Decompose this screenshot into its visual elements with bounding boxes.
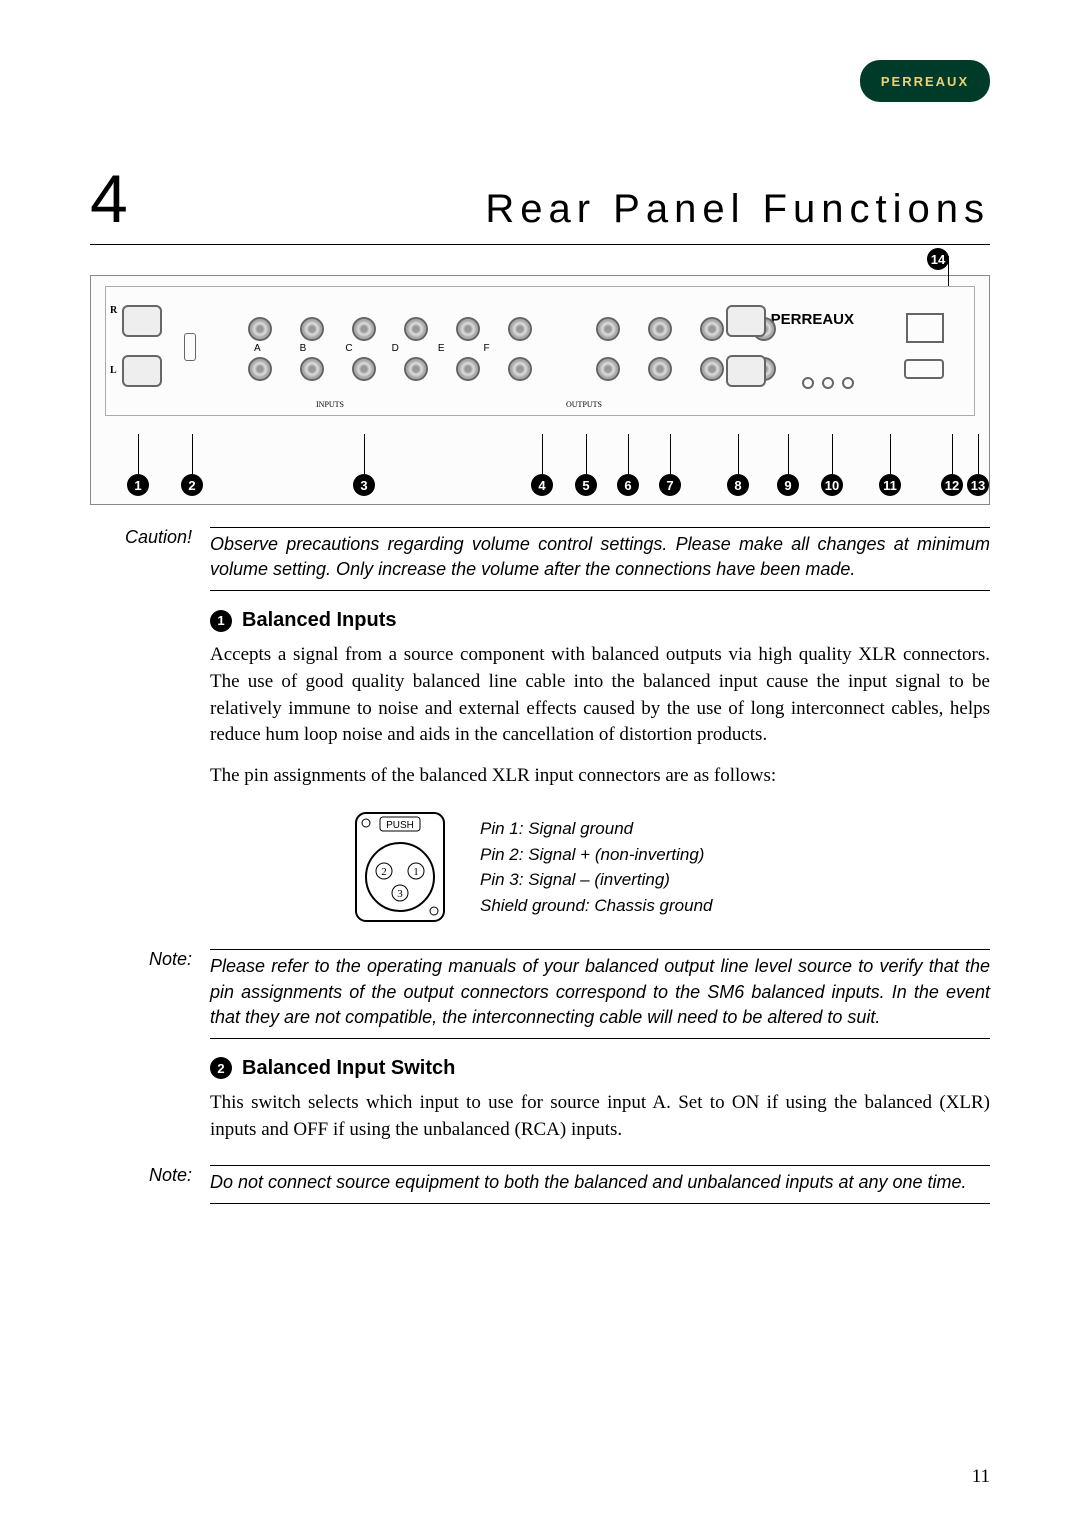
- section-2-heading: 2 Balanced Input Switch: [210, 1057, 990, 1080]
- xlr-pinout-figure: PUSH 1 2 3 Pin 1: Signal ground Pin 2: S…: [350, 807, 990, 927]
- callout-12: 12: [941, 434, 963, 496]
- caution-text: Observe precautions regarding volume con…: [210, 527, 990, 591]
- remote-trigger-jacks: [802, 377, 854, 389]
- callout-14: 14: [927, 248, 949, 270]
- note-1-label: Note:: [90, 949, 210, 1039]
- section-2: 2 Balanced Input Switch This switch sele…: [210, 1057, 990, 1143]
- channel-r-label: R: [110, 305, 117, 316]
- callout-9: 9: [777, 434, 799, 496]
- callout-2: 2: [181, 434, 203, 496]
- caution-block: Caution! Observe precautions regarding v…: [90, 527, 990, 591]
- rear-panel-diagram: 1 4 PERREAUX R L A B C D E F: [90, 275, 990, 505]
- xlr-pin-list: Pin 1: Signal ground Pin 2: Signal + (no…: [480, 816, 712, 918]
- callout-1: 1: [127, 434, 149, 496]
- shield-text: Shield ground: Chassis ground: [480, 893, 712, 919]
- section-1-para-1: Accepts a signal from a source component…: [210, 642, 990, 748]
- pin-2-text: Pin 2: Signal + (non-inverting): [480, 842, 712, 868]
- note-2-text: Do not connect source equipment to both …: [210, 1165, 990, 1204]
- callout-14-line: [948, 256, 949, 286]
- callout-10: 10: [821, 434, 843, 496]
- section-2-para-1: This switch selects which input to use f…: [210, 1090, 990, 1143]
- svg-text:2: 2: [381, 866, 387, 878]
- callout-5: 5: [575, 434, 597, 496]
- page-number: 11: [972, 1466, 990, 1488]
- callout-11: 11: [879, 434, 901, 496]
- power-socket-graphic: [906, 313, 944, 343]
- diagram-brand-label: PERREAUX: [771, 311, 854, 328]
- section-1: 1 Balanced Inputs Accepts a signal from …: [210, 609, 990, 927]
- xlr-connector-icon: PUSH 1 2 3: [350, 807, 450, 927]
- channel-l-label: L: [110, 365, 117, 376]
- section-1-heading: 1 Balanced Inputs: [210, 609, 990, 632]
- note-1-text: Please refer to the operating manuals of…: [210, 949, 990, 1039]
- pin-3-text: Pin 3: Signal – (inverting): [480, 867, 712, 893]
- chapter-number: 4: [90, 160, 130, 238]
- callout-7: 7: [659, 434, 681, 496]
- xlr-push-label: PUSH: [386, 820, 414, 831]
- note-1-block: Note: Please refer to the operating manu…: [90, 949, 990, 1039]
- section-2-title: Balanced Input Switch: [242, 1057, 455, 1080]
- chapter-header: 4 Rear Panel Functions: [90, 160, 990, 245]
- xlr-out-l: [726, 355, 766, 392]
- input-labels-row: A B C D E F: [254, 343, 490, 354]
- brand-logo-text: PERREAUX: [881, 74, 969, 89]
- rca-bot-row: [246, 355, 778, 383]
- chapter-title: Rear Panel Functions: [130, 187, 990, 232]
- balanced-switch-graphic: [184, 333, 196, 361]
- xlr-l-socket: [122, 355, 162, 392]
- svg-text:3: 3: [397, 888, 403, 900]
- fuse-holder-graphic: [904, 359, 944, 379]
- section-1-para-2: The pin assignments of the balanced XLR …: [210, 763, 990, 790]
- brand-logo: PERREAUX: [860, 60, 990, 102]
- xlr-out-r: [726, 305, 766, 342]
- inputs-group-label: INPUTS: [316, 400, 344, 409]
- callout-3: 3: [353, 434, 375, 496]
- section-2-num: 2: [210, 1057, 232, 1079]
- diagram-chassis: PERREAUX R L A B C D E F: [105, 286, 975, 416]
- callout-13: 13: [967, 434, 989, 496]
- pin-1-text: Pin 1: Signal ground: [480, 816, 712, 842]
- callout-8: 8: [727, 434, 749, 496]
- rca-top-row: [246, 315, 778, 343]
- caution-label: Caution!: [90, 527, 210, 591]
- section-1-title: Balanced Inputs: [242, 609, 396, 632]
- note-2-block: Note: Do not connect source equipment to…: [90, 1165, 990, 1204]
- outputs-group-label: OUTPUTS: [566, 400, 602, 409]
- callout-6: 6: [617, 434, 639, 496]
- section-1-num: 1: [210, 610, 232, 632]
- callout-4: 4: [531, 434, 553, 496]
- note-2-label: Note:: [90, 1165, 210, 1204]
- xlr-r-socket: [122, 305, 162, 342]
- svg-text:1: 1: [413, 866, 419, 878]
